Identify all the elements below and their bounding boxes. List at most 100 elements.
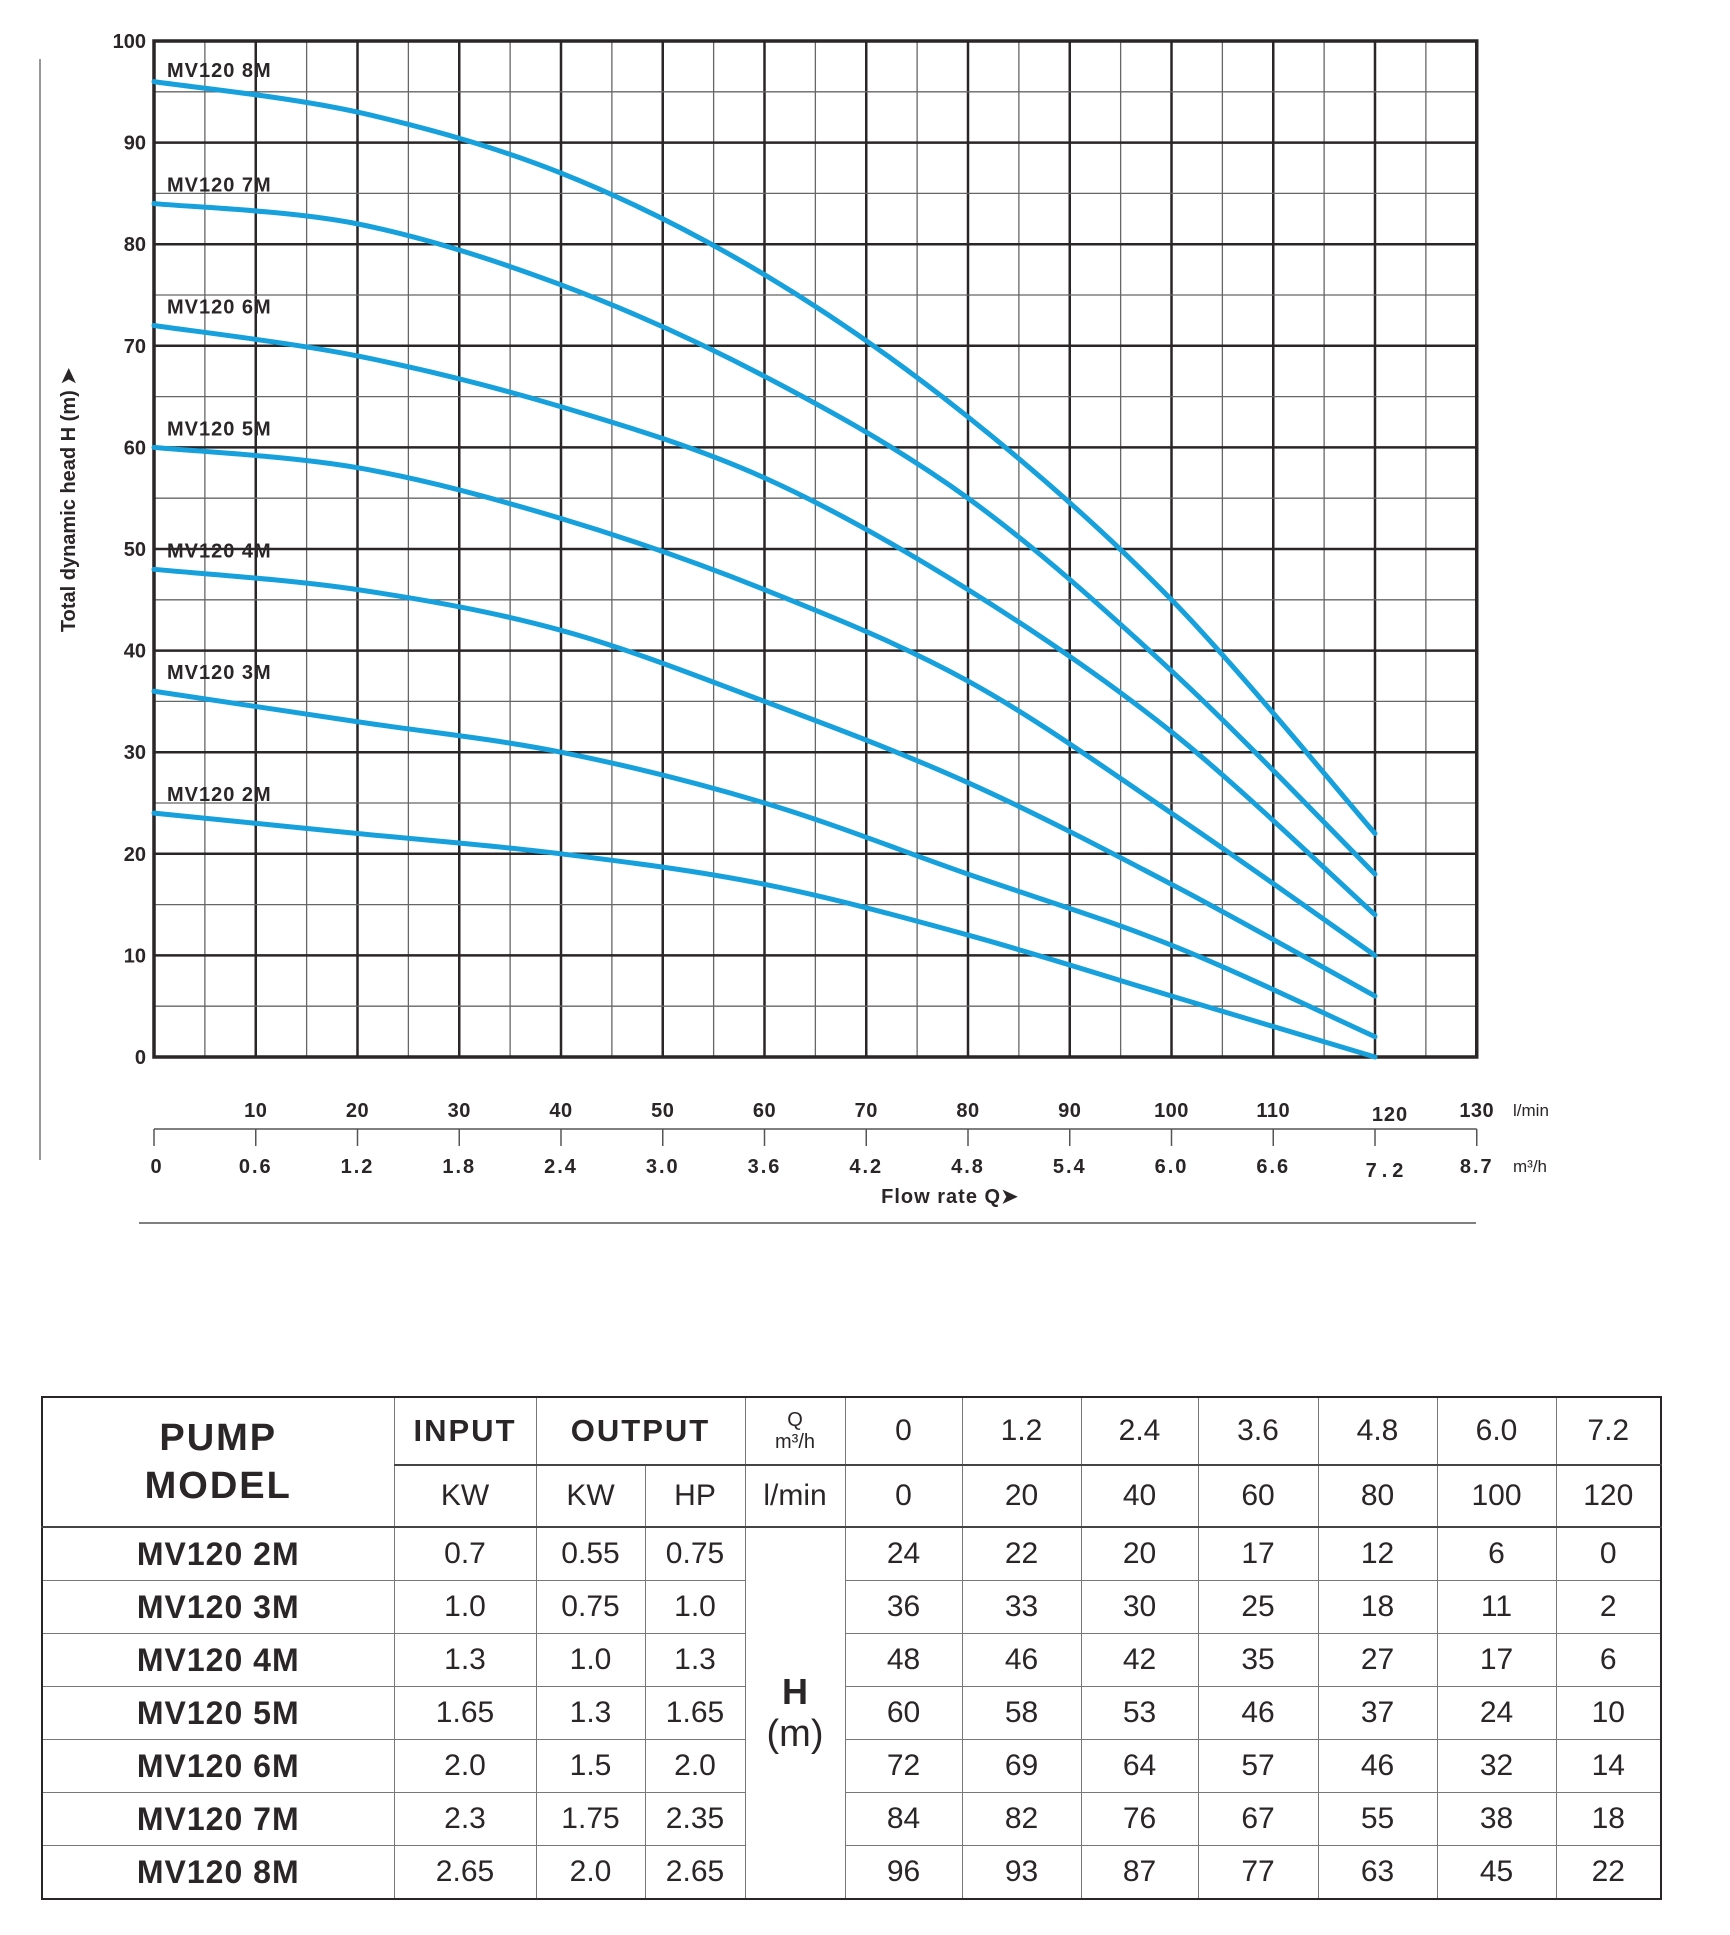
head-value-cell: 58 (961, 1686, 1082, 1740)
output-hp-cell: 1.3 (644, 1633, 746, 1687)
curve-label: MV120 2M (167, 784, 272, 806)
output-kw-header: KW (535, 1464, 646, 1528)
head-value-cell: 10 (1555, 1686, 1662, 1740)
table-row: MV120 6M 2.0 1.5 2.0 72 69 64 57 46 32 14 (41, 1739, 1662, 1793)
head-value-cell: 63 (1317, 1845, 1438, 1900)
table-row: MV120 7M 2.3 1.75 2.35 84 82 76 67 55 38 18 (41, 1792, 1662, 1846)
head-value-cell: 33 (961, 1580, 1082, 1634)
head-value-cell: 64 (1080, 1739, 1199, 1793)
y-tick-label: 50 (124, 539, 146, 561)
head-value-cell: 24 (844, 1526, 963, 1581)
x-tick-label-lpm: 60 (753, 1100, 776, 1122)
x-tick-label-m3h: 6.0 (1155, 1156, 1189, 1178)
model-cell: MV120 5M (41, 1686, 395, 1740)
q-lpm-value: 60 (1197, 1464, 1319, 1528)
pump-curve-mv120-3m (151, 688, 1378, 1040)
x-unit-m3h: m³/h (1513, 1157, 1547, 1176)
head-value-cell: 37 (1317, 1686, 1438, 1740)
input-kw-cell: 1.65 (393, 1686, 537, 1740)
output-hp-header: HP (644, 1464, 746, 1528)
head-value-cell: 18 (1555, 1792, 1662, 1846)
table-row: MV120 2M 0.7 0.55 0.75 H (m) 24 22 20 17 12 6 0 (41, 1526, 1662, 1900)
head-value-cell: 20 (1080, 1526, 1199, 1581)
x-tick-label-m3h: 4.8 (951, 1156, 985, 1178)
head-value-cell: 35 (1197, 1633, 1319, 1687)
x-tick-label-m3h: 0 (150, 1156, 163, 1178)
q-lpm-value: 80 (1317, 1464, 1438, 1528)
input-kw-header: KW (393, 1464, 537, 1528)
input-kw-cell: 1.0 (393, 1580, 537, 1634)
y-tick-label: 30 (124, 742, 146, 764)
x-tick-label-m3h: 2.4 (544, 1156, 578, 1178)
curve-label: MV120 5M (167, 418, 272, 440)
head-value-cell: 6 (1555, 1633, 1662, 1687)
y-tick-label: 0 (135, 1047, 146, 1069)
output-hp-cell: 1.0 (644, 1580, 746, 1634)
table-row: MV120 4M 1.3 1.0 1.3 48 46 42 35 27 17 6 (41, 1633, 1662, 1687)
q-m3h-value: 0 (844, 1396, 963, 1466)
x-tick-label-m3h: 7.2 (1366, 1160, 1409, 1182)
chart-labels: MV120 2M MV120 3M MV120 4M MV120 5M MV120 6M… (167, 60, 272, 806)
x-tick-label-m3h: 3.0 (646, 1156, 680, 1178)
chart-grid (152, 39, 1479, 1059)
head-value-cell: 46 (961, 1633, 1082, 1687)
input-kw-cell: 2.65 (393, 1845, 537, 1900)
model-cell: MV120 4M (41, 1633, 395, 1687)
head-value-cell: 60 (844, 1686, 963, 1740)
y-tick-label: 90 (124, 133, 146, 155)
head-value-cell: 36 (844, 1580, 963, 1634)
head-value-cell: 22 (1555, 1845, 1662, 1900)
output-header: OUTPUT (535, 1396, 746, 1466)
output-kw-cell: 0.55 (535, 1526, 646, 1581)
head-value-cell: 72 (844, 1739, 963, 1793)
output-kw-cell: 0.75 (535, 1580, 646, 1634)
x-tick-label-lpm: 120 (1372, 1104, 1408, 1126)
x-tick-label-lpm: 50 (651, 1100, 674, 1122)
q-m3h-value: 2.4 (1080, 1396, 1199, 1466)
head-value-cell: 67 (1197, 1792, 1319, 1846)
header-row-2: KW KW HP l/min 0 20 40 60 80 100 120 (42, 1464, 1662, 1528)
head-value-cell: 27 (1317, 1633, 1438, 1687)
q-lpm-header: l/min (744, 1464, 846, 1528)
model-cell: MV120 6M (41, 1739, 395, 1793)
curve-label: MV120 8M (167, 60, 272, 82)
x-tick-label-m3h: 5.4 (1053, 1156, 1087, 1178)
head-value-cell: 18 (1317, 1580, 1438, 1634)
model-cell: MV120 3M (41, 1580, 395, 1634)
model-cell: MV120 7M (41, 1792, 395, 1846)
pump-curve-mv120-5m (151, 444, 1378, 958)
pump-curve-mv120-8m (151, 79, 1378, 836)
pump-curve-mv120-4m (151, 566, 1378, 999)
x-tick-label-lpm: 90 (1058, 1100, 1081, 1122)
x-tick-label-lpm: 100 (1154, 1100, 1189, 1122)
output-kw-cell: 1.3 (535, 1686, 646, 1740)
head-value-cell: 48 (844, 1633, 963, 1687)
x-axis-label: Flow rate Q➤ (881, 1186, 1019, 1208)
head-value-cell: 57 (1197, 1739, 1319, 1793)
q-m3h-value: 3.6 (1197, 1396, 1319, 1466)
head-value-cell: 77 (1197, 1845, 1319, 1900)
head-value-cell: 32 (1436, 1739, 1557, 1793)
model-cell: MV120 8M (41, 1845, 395, 1900)
head-value-cell: 30 (1080, 1580, 1199, 1634)
x-tick-label-lpm: 30 (448, 1100, 471, 1122)
q-m3h-value: 7.2 (1555, 1396, 1662, 1466)
curve-label: MV120 7M (167, 175, 272, 197)
head-value-cell: 22 (961, 1526, 1082, 1581)
head-label: H (782, 1670, 808, 1712)
x-tick-label-m3h: 6.6 (1256, 1156, 1290, 1178)
curve-label: MV120 6M (167, 296, 272, 318)
head-value-cell: 25 (1197, 1580, 1319, 1634)
q-lpm-value: 20 (961, 1464, 1082, 1528)
pump-curve-mv120-7m (151, 201, 1378, 877)
head-value-cell: 6 (1436, 1526, 1557, 1581)
input-kw-cell: 2.0 (393, 1739, 537, 1793)
q-m3h-value: 4.8 (1317, 1396, 1438, 1466)
head-value-cell: 84 (844, 1792, 963, 1846)
table-row: MV120 3M 1.0 0.75 1.0 36 33 30 25 18 11 2 (41, 1580, 1662, 1634)
q-lpm-value: 0 (844, 1464, 963, 1528)
q-m3h-value: 6.0 (1436, 1396, 1557, 1466)
